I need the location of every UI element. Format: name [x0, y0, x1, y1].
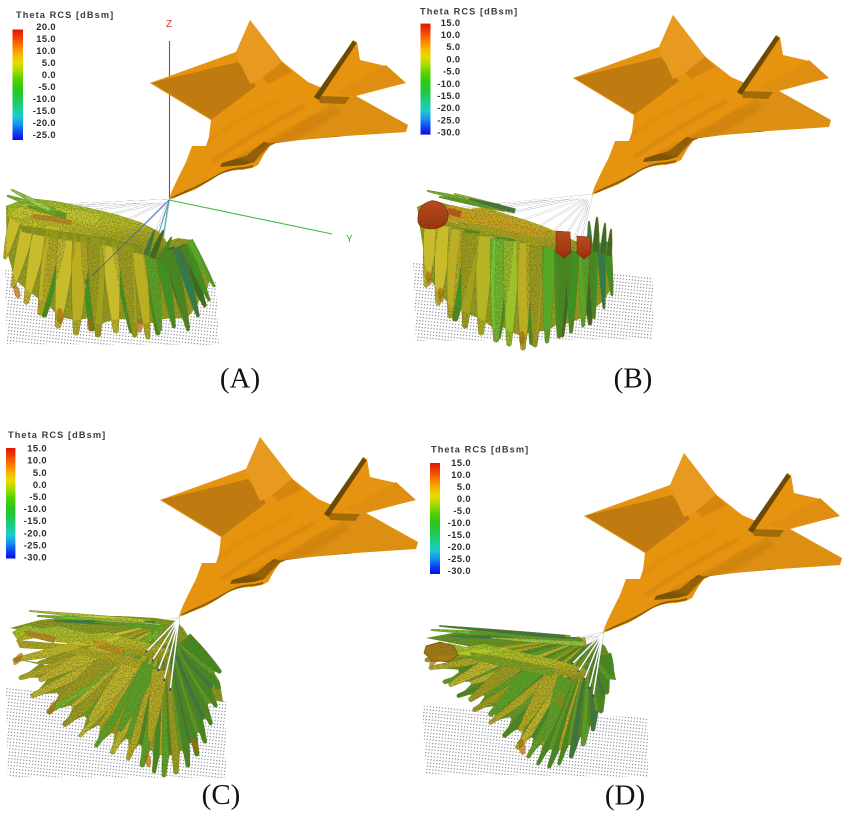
- svg-text:-10.0: -10.0: [448, 518, 471, 528]
- svg-text:-25.0: -25.0: [448, 554, 471, 564]
- svg-text:5.0: 5.0: [42, 58, 56, 68]
- svg-text:0.0: 0.0: [33, 480, 47, 490]
- svg-text:-5.0: -5.0: [38, 82, 56, 92]
- svg-text:Theta RCS [dBsm]: Theta RCS [dBsm]: [431, 445, 529, 455]
- svg-text:5.0: 5.0: [457, 482, 471, 492]
- svg-text:-25.0: -25.0: [437, 115, 460, 125]
- svg-text:Y: Y: [346, 234, 353, 245]
- svg-text:-30.0: -30.0: [448, 566, 471, 576]
- svg-text:-15.0: -15.0: [33, 106, 56, 116]
- svg-text:-15.0: -15.0: [24, 516, 47, 526]
- svg-text:10.0: 10.0: [27, 456, 47, 466]
- svg-text:-5.0: -5.0: [453, 506, 471, 516]
- svg-text:10.0: 10.0: [441, 30, 461, 40]
- svg-text:0.0: 0.0: [42, 70, 56, 80]
- svg-text:(D): (D): [605, 780, 645, 812]
- svg-text:-30.0: -30.0: [437, 128, 460, 138]
- svg-text:-15.0: -15.0: [437, 91, 460, 101]
- svg-text:-20.0: -20.0: [448, 542, 471, 552]
- svg-text:15.0: 15.0: [27, 444, 47, 454]
- svg-text:-5.0: -5.0: [443, 67, 461, 77]
- svg-text:-20.0: -20.0: [24, 528, 47, 538]
- svg-text:-30.0: -30.0: [24, 553, 47, 563]
- svg-text:-20.0: -20.0: [437, 103, 460, 113]
- svg-text:Theta RCS [dBsm]: Theta RCS [dBsm]: [420, 7, 518, 17]
- svg-text:(C): (C): [202, 779, 241, 811]
- svg-text:0.0: 0.0: [457, 494, 471, 504]
- svg-text:-15.0: -15.0: [448, 530, 471, 540]
- svg-text:-25.0: -25.0: [24, 540, 47, 550]
- svg-text:-10.0: -10.0: [33, 94, 56, 104]
- svg-text:0.0: 0.0: [446, 54, 460, 64]
- svg-text:Z: Z: [166, 19, 172, 30]
- svg-text:Theta RCS [dBsm]: Theta RCS [dBsm]: [16, 10, 114, 20]
- svg-text:-5.0: -5.0: [29, 492, 47, 502]
- svg-text:5.0: 5.0: [446, 42, 460, 52]
- svg-text:20.0: 20.0: [36, 22, 56, 32]
- svg-text:-10.0: -10.0: [437, 79, 460, 89]
- svg-text:-10.0: -10.0: [24, 504, 47, 514]
- svg-text:15.0: 15.0: [441, 18, 461, 28]
- svg-text:-25.0: -25.0: [33, 130, 56, 140]
- svg-text:15.0: 15.0: [36, 34, 56, 44]
- svg-text:5.0: 5.0: [33, 468, 47, 478]
- svg-text:15.0: 15.0: [451, 458, 471, 468]
- svg-text:Theta RCS [dBsm]: Theta RCS [dBsm]: [8, 430, 106, 440]
- svg-text:(A): (A): [220, 363, 260, 395]
- svg-text:x: x: [84, 276, 89, 286]
- svg-text:10.0: 10.0: [36, 46, 56, 56]
- svg-text:(B): (B): [614, 363, 653, 395]
- svg-text:10.0: 10.0: [451, 470, 471, 480]
- svg-text:-20.0: -20.0: [33, 118, 56, 128]
